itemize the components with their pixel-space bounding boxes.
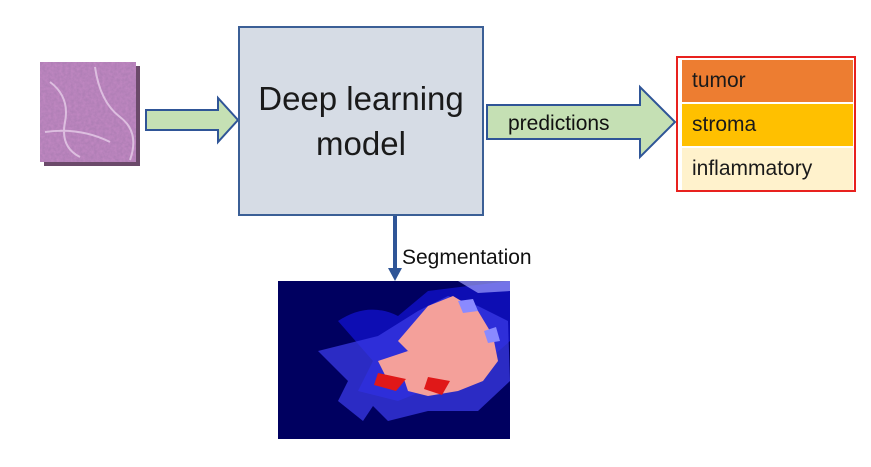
predictions-label: predictions [508, 112, 610, 135]
class-tumor: tumor [682, 60, 853, 102]
tissue-histology-image-icon [40, 62, 140, 166]
input-arrow [145, 95, 240, 145]
model-label: Deep learning model [251, 76, 471, 166]
model-label-line2: model [316, 125, 406, 162]
deep-learning-model-box: Deep learning model [238, 26, 484, 216]
segmentation-heatmap-icon [278, 281, 510, 439]
segmentation-arrow-head [388, 268, 402, 281]
model-label-line1: Deep learning [258, 80, 464, 117]
prediction-classes-box: tumor stroma inflammatory [676, 56, 856, 192]
predictions-arrow [486, 84, 677, 160]
class-stroma: stroma [682, 104, 853, 146]
class-inflammatory: inflammatory [682, 148, 853, 190]
segmentation-label: Segmentation [402, 246, 532, 269]
